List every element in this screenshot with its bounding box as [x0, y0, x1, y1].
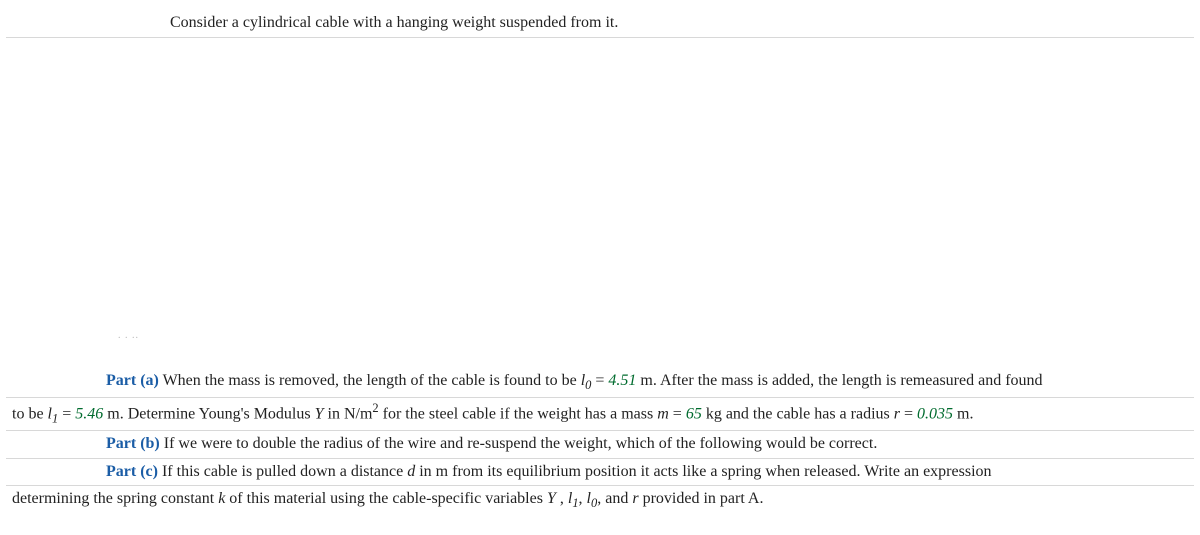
- l0-value: 4.51: [608, 372, 636, 389]
- Y-symbol-c: Y: [547, 490, 556, 507]
- eq4: =: [900, 405, 917, 422]
- part-a-seg7: m.: [953, 405, 973, 422]
- figure-placeholder-space: [6, 38, 1194, 368]
- intro-sentence: Consider a cylindrical cable with a hang…: [170, 14, 618, 31]
- part-a-seg3: m. Determine Young's Modulus: [103, 405, 314, 422]
- part-c-seg3: of this material using the cable-specifi…: [225, 490, 547, 507]
- r-value: 0.035: [917, 405, 953, 422]
- part-a-cont1: to be: [12, 405, 48, 422]
- part-c-line1: Part (c) If this cable is pulled down a …: [6, 459, 1194, 487]
- part-a-label: Part (a): [106, 372, 159, 389]
- part-a-seg4: in N/m: [324, 405, 373, 422]
- part-b-text: If we were to double the radius of the w…: [160, 435, 878, 452]
- part-c-seg5: provided in part A.: [639, 490, 764, 507]
- part-c-label: Part (c): [106, 463, 158, 480]
- sep1: ,: [579, 490, 587, 507]
- part-a-seg5: for the steel cable if the weight has a …: [379, 405, 658, 422]
- part-a-line1: Part (a) When the mass is removed, the l…: [6, 368, 1194, 398]
- intro-text: Consider a cylindrical cable with a hang…: [6, 12, 1194, 38]
- problem-document: Consider a cylindrical cable with a hang…: [0, 0, 1200, 521]
- eq1: =: [591, 372, 608, 389]
- l1-value: 5.46: [75, 405, 103, 422]
- m-symbol: m: [657, 405, 669, 422]
- part-c-seg1: If this cable is pulled down a distance: [158, 463, 407, 480]
- part-c-cont1: determining the spring constant: [12, 490, 218, 507]
- part-c-seg2: in m from its equilibrium position it ac…: [415, 463, 991, 480]
- part-a-seg6: kg and the cable has a radius: [702, 405, 894, 422]
- eq2: =: [58, 405, 75, 422]
- eq3: =: [669, 405, 686, 422]
- part-b-line: Part (b) If we were to double the radius…: [6, 431, 1194, 459]
- part-b-label: Part (b): [106, 435, 160, 452]
- part-c-line2: determining the spring constant k of thi…: [6, 486, 1194, 515]
- m-value: 65: [686, 405, 702, 422]
- part-c-seg4: , and: [597, 490, 632, 507]
- part-a-seg1: When the mass is removed, the length of …: [159, 372, 581, 389]
- comma1: ,: [556, 490, 568, 507]
- part-a-seg2: m. After the mass is added, the length i…: [636, 372, 1042, 389]
- Y-symbol: Y: [315, 405, 324, 422]
- part-a-line2: to be l1 = 5.46 m. Determine Young's Mod…: [6, 398, 1194, 431]
- ellipsis-mark: . . ..: [118, 330, 139, 341]
